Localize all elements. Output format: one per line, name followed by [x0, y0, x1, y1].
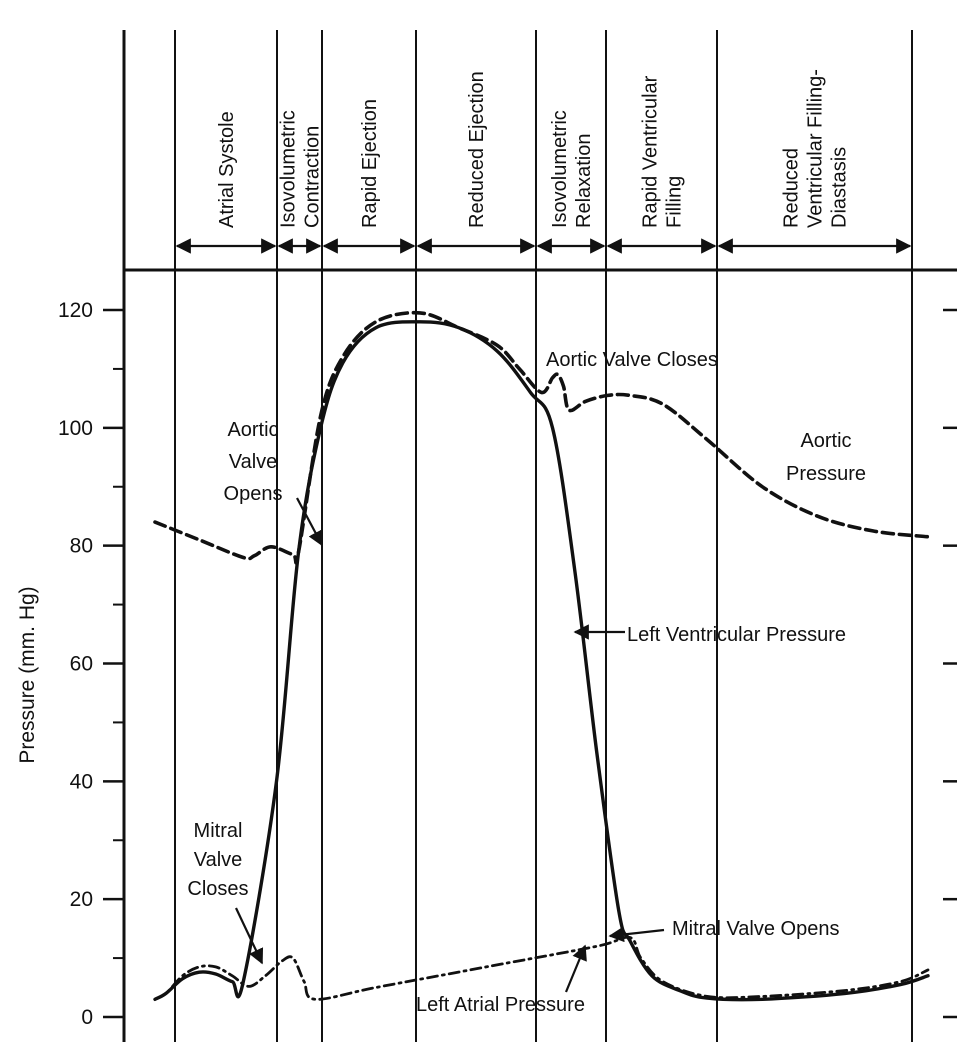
phase-label-2-line-0: Rapid Ejection: [359, 99, 381, 228]
annotation-pointer-1: [235, 907, 264, 965]
y-axis-label: Pressure (mm. Hg): [16, 586, 39, 763]
y-tick-label-100: 100: [58, 417, 93, 440]
series-left-atrial-pressure: [153, 935, 930, 1001]
phase-label-3-line-0: Reduced Ejection: [466, 71, 488, 228]
y-tick-label-20: 20: [70, 888, 93, 911]
phase-labels: Atrial Systole Isovolumetric Contraction Ra…: [216, 69, 851, 228]
y-tick-label-40: 40: [70, 770, 93, 793]
annotation-5-line-0: Mitral Valve Opens: [672, 918, 839, 940]
annotation-pointer-0: [296, 497, 323, 547]
annotation-1-line-1: Valve: [229, 451, 278, 473]
annotation-4-line-0: Mitral: [194, 820, 243, 842]
series-layer: [153, 310, 930, 1002]
phase-label-1-line-0: Isovolumetric: [278, 110, 300, 228]
phase-label-1-line-1: Contraction: [302, 126, 324, 228]
phase-label-6-line-1: Ventricular Filling-: [805, 69, 827, 228]
annotation-pointer-3: [608, 926, 665, 943]
annotations: Aortic Valve Closes Aortic Valve Opens Aorti…: [187, 349, 866, 1016]
right-axis-ticks: [943, 308, 957, 1019]
phase-label-5-line-1: Filling: [664, 176, 686, 228]
annotation-4-line-1: Valve: [194, 849, 243, 871]
y-tick-label-80: 80: [70, 535, 93, 558]
annotation-0-line-0: Aortic Valve Closes: [546, 349, 718, 371]
y-tick-label-60: 60: [70, 653, 93, 676]
annotation-1-line-0: Aortic: [227, 419, 278, 441]
phase-label-6-line-0: Reduced: [781, 148, 803, 228]
phase-label-6-line-2: Diastasis: [829, 147, 851, 228]
y-tick-label-120: 120: [58, 299, 93, 322]
series-aortic-pressure: [153, 310, 930, 565]
phase-label-5-line-0: Rapid Ventricular: [640, 75, 662, 228]
annotation-2-line-0: Aortic: [800, 430, 851, 452]
phase-label-0-line-0: Atrial Systole: [216, 111, 238, 228]
annotation-4-line-2: Closes: [187, 878, 248, 900]
phase-label-4-line-0: Isovolumetric: [549, 110, 571, 228]
annotation-1-line-2: Opens: [224, 483, 283, 505]
phase-label-4-line-1: Relaxation: [573, 133, 595, 228]
annotation-3-line-0: Left Ventricular Pressure: [627, 624, 846, 646]
y-axis-ticks: 0 20 40 60 80 100 120: [58, 299, 124, 1029]
annotation-pointer-4: [564, 944, 587, 993]
y-tick-label-0: 0: [81, 1006, 93, 1029]
chart-frame: [122, 30, 957, 1042]
annotation-2-line-1: Pressure: [786, 463, 866, 485]
annotation-6-line-0: Left Atrial Pressure: [416, 994, 585, 1016]
